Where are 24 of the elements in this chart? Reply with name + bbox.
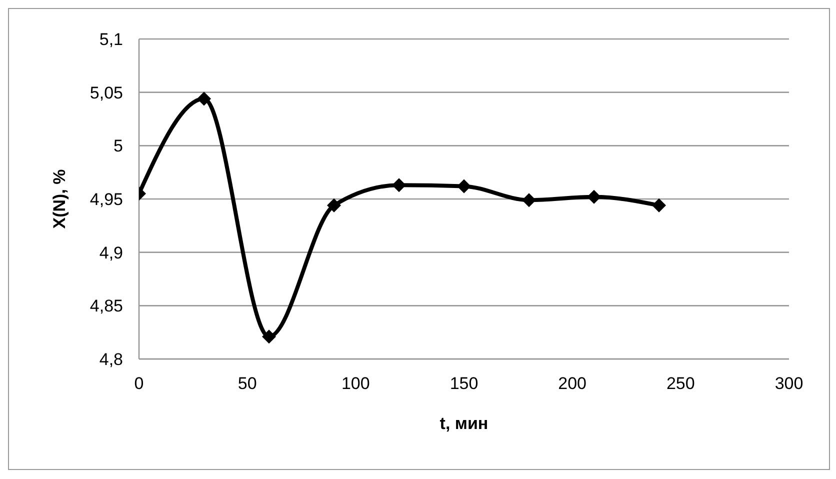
x-tick-label: 0 xyxy=(134,374,144,394)
x-tick-label: 300 xyxy=(774,374,804,394)
point xyxy=(587,190,601,204)
y-tick-label: 5 xyxy=(114,136,123,156)
x-tick-label: 150 xyxy=(450,374,478,394)
x-tick-label: 250 xyxy=(666,374,695,394)
point xyxy=(197,92,211,106)
x-axis-title: t, мин xyxy=(440,414,488,433)
y-tick-label: 4,95 xyxy=(90,190,123,210)
point xyxy=(262,330,276,344)
point xyxy=(522,193,536,208)
y-tick-label: 4,85 xyxy=(90,296,123,316)
point xyxy=(392,178,406,192)
y-tick-label: 5,05 xyxy=(90,83,123,102)
x-tick-label: 50 xyxy=(238,374,257,394)
y-tick-label: 4,8 xyxy=(99,350,123,370)
x-tick-label: 200 xyxy=(558,374,587,394)
point xyxy=(457,179,471,194)
y-axis-title: X(N), % xyxy=(50,169,70,229)
x-tick-label: 100 xyxy=(341,374,370,394)
point xyxy=(652,198,666,212)
y-tick-label: 5,1 xyxy=(99,30,123,50)
y-tick-label: 4,9 xyxy=(99,243,123,262)
point xyxy=(327,198,341,212)
